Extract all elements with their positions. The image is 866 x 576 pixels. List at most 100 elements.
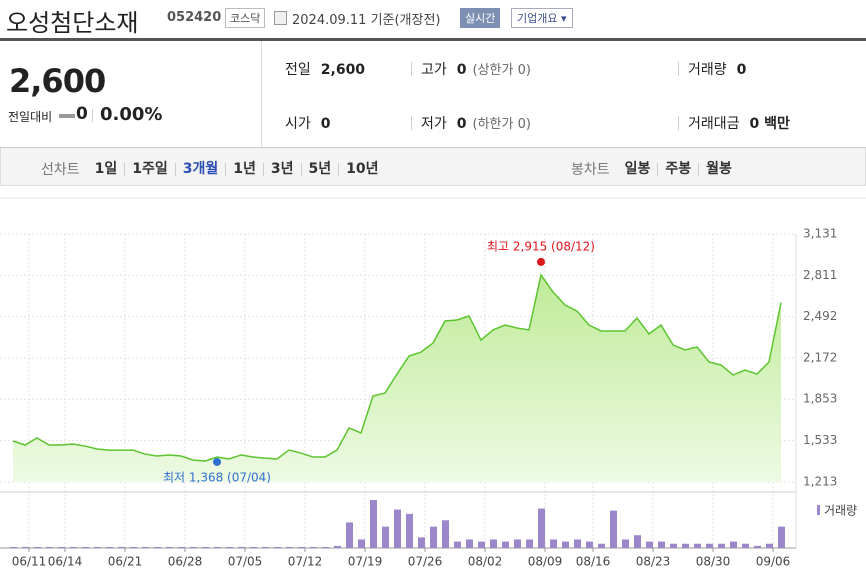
volume-bar: [34, 546, 41, 548]
y-tick-label: 2,492: [803, 309, 837, 323]
volume-bar: [670, 543, 677, 548]
tab[interactable]: 3년: [262, 162, 301, 176]
x-tick-label: 06/11: [12, 555, 47, 569]
y-tick-label: 1,213: [803, 475, 837, 489]
item-note: (하한가 0): [472, 117, 531, 132]
volume-bar: [202, 546, 209, 548]
volume-bar: [730, 541, 737, 548]
item-label: 시가: [285, 116, 311, 132]
y-tick-label: 1,533: [803, 433, 837, 447]
quote-item: 거래대금 0 백만: [688, 113, 790, 133]
volume-bar: [430, 526, 437, 548]
item-value: 0: [320, 116, 331, 132]
volume-bar: [778, 526, 785, 548]
volume-bar: [634, 535, 641, 548]
y-tick-label: 2,172: [803, 351, 837, 365]
item-label: 거래량: [688, 62, 727, 78]
item-value: 0 백만: [749, 116, 790, 132]
volume-bar: [610, 510, 617, 548]
quote-item: 고가 0 (상한가 0): [421, 59, 531, 79]
x-tick-label: 06/21: [108, 555, 143, 569]
volume-bar: [370, 500, 377, 548]
volume-bar: [154, 546, 161, 548]
item-value: 0: [736, 62, 747, 78]
tab[interactable]: 월봉: [698, 162, 739, 176]
price-box: [0, 41, 262, 147]
change: 0: [76, 104, 88, 124]
volume-bar: [754, 545, 761, 548]
quote-item: 거래량 0: [688, 59, 746, 79]
divider: [411, 116, 412, 130]
tab[interactable]: 5년: [300, 162, 339, 176]
volume-bar: [358, 539, 365, 548]
item-note: (상한가 0): [472, 63, 531, 78]
item-label: 저가: [421, 116, 447, 132]
volume-bar: [322, 546, 329, 548]
item-value: 0: [456, 116, 467, 132]
x-tick-label: 07/26: [408, 555, 443, 569]
volume-bar: [190, 546, 197, 548]
area-fill: [13, 274, 781, 482]
volume-bar: [466, 539, 473, 548]
volume-bar: [646, 541, 653, 548]
tab[interactable]: 주봉: [657, 162, 698, 176]
divider: [92, 109, 93, 122]
volume-bar: [502, 541, 509, 548]
change-label: 전일대비: [8, 110, 53, 124]
volume-bar: [382, 526, 389, 548]
volume-bar: [658, 541, 665, 548]
tab[interactable]: 10년: [338, 162, 385, 176]
divider: [678, 116, 679, 130]
realtime-button[interactable]: 실시간: [460, 8, 501, 28]
tab[interactable]: 1년: [225, 162, 263, 176]
volume-bar: [394, 509, 401, 548]
y-tick-label: 2,811: [803, 268, 837, 282]
volume-bar: [526, 539, 533, 548]
quote-item: 전일 2,600: [285, 59, 365, 79]
overview-dropdown[interactable]: 기업개요 ▾: [511, 8, 573, 28]
x-tick-label: 08/23: [636, 555, 671, 569]
volume-bar: [238, 546, 245, 548]
tab-group: 선차트 1일 1주일 3개월 1년 3년 5년 10년: [41, 159, 386, 179]
item-value: 0: [456, 62, 467, 78]
tab-group: 봉차트 일봉 주봉 월봉: [571, 159, 739, 179]
volume-bar: [46, 546, 53, 548]
price: 2,600: [9, 62, 106, 100]
volume-bar: [310, 546, 317, 548]
quote-item: 저가 0 (하한가 0): [421, 113, 531, 133]
volume-bar: [250, 546, 257, 548]
item-value: 2,600: [320, 62, 366, 78]
x-tick-label: 07/05: [228, 555, 263, 569]
tab[interactable]: 3개월: [174, 162, 226, 176]
y-tick-label: 1,853: [803, 392, 837, 406]
x-tick-label: 08/30: [696, 555, 731, 569]
divider: [0, 147, 866, 148]
price-line: [12, 273, 782, 462]
tab[interactable]: 1주일: [124, 162, 175, 176]
overview-label: 기업개요: [517, 12, 558, 25]
volume-bar: [10, 546, 17, 548]
volume-bar: [490, 539, 497, 548]
volume-bar: [682, 543, 689, 548]
tab-group-label: 봉차트: [571, 162, 610, 178]
volume-bar: [706, 543, 713, 548]
annotation: 최고 2,915 (08/12): [487, 239, 595, 253]
legend-swatch: [817, 505, 820, 515]
volume-bar: [586, 541, 593, 548]
market-badge: 코스닥: [225, 8, 266, 28]
volume-bar: [514, 539, 521, 548]
volume-bar: [166, 546, 173, 548]
volume-bar: [58, 546, 65, 548]
volume-bar: [622, 539, 629, 548]
tab[interactable]: 일봉: [624, 160, 651, 177]
header-bar: [0, 38, 866, 41]
volume-bar: [94, 546, 101, 548]
tab[interactable]: 1일: [94, 160, 118, 177]
stock-name: 오성첨단소재: [6, 9, 139, 37]
volume-bar: [82, 546, 89, 548]
volume-bar: [478, 541, 485, 548]
volume-bar: [742, 543, 749, 548]
item-label: 전일: [285, 62, 311, 78]
